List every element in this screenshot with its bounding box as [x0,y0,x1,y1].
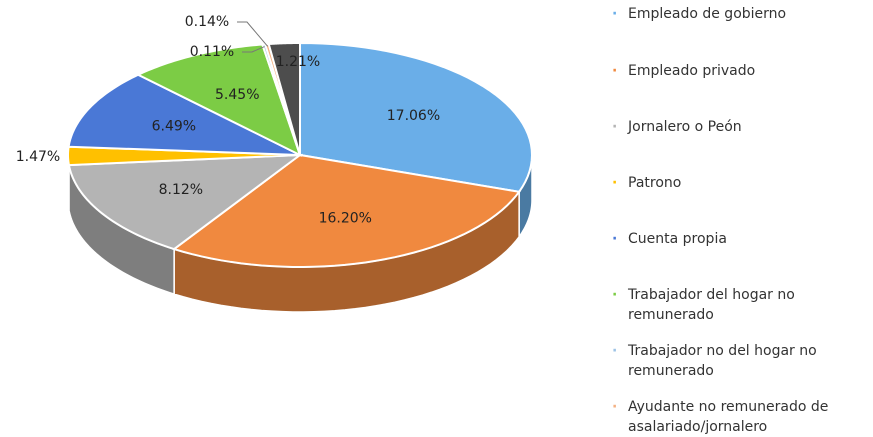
legend-label: Patrono [628,175,682,191]
legend-label: Trabajador del hogar no remunerado [628,287,795,323]
legend-label: Ayudante no remunerado de asalariado/jor… [628,399,829,435]
legend-label: Trabajador no del hogar no remunerado [628,343,817,379]
legend-marker: · [612,63,618,79]
legend-item: · Ayudante no remunerado de asalariado/jo… [612,397,843,437]
legend-marker: · [612,119,618,135]
legend-marker: · [612,399,618,415]
data-label: 1.47% [16,149,60,165]
data-label: 6.49% [152,119,196,135]
legend-label: Empleado de gobierno [628,6,787,22]
legend-item: · Jornalero o Peón [612,117,843,137]
data-label: 5.45% [215,87,259,103]
legend-label: Empleado privado [628,63,756,79]
data-label: 1.21% [276,54,320,70]
pie-area: 17.06% 16.20% 8.12% 1.47% 6.49% 5.45% 0.11% 0.1… [16,14,534,313]
legend-item: · Trabajador del hogar no remunerado [612,285,843,325]
slice [171,153,521,268]
legend-marker: · [612,175,618,191]
slice [267,41,301,156]
slice [135,43,302,157]
legend-marker: · [612,231,618,247]
data-label: 16.20% [319,211,372,227]
slice [67,153,304,251]
leader-line [242,46,265,53]
legend-item: · Patrono [612,173,843,193]
legend-marker: · [612,287,618,303]
data-label: 17.06% [387,108,440,124]
slice [67,73,301,156]
legend-label: Jornalero o Peón [628,119,742,135]
data-label: 8.12% [159,182,203,198]
legend-item: · Cuenta propia [612,229,843,249]
data-label: 0.14% [185,14,229,30]
legend-marker: · [612,6,618,22]
leader-line [237,21,268,47]
legend-label: Cuenta propia [628,231,727,247]
slice [66,145,301,167]
legend-item: · Empleado de gobierno [612,4,843,24]
legend-item: · Empleado privado [612,61,843,81]
slice [299,41,534,193]
data-label: 0.11% [190,44,234,60]
legend-marker: · [612,343,618,359]
legend-item: · Trabajador no del hogar no remunerado [612,341,843,381]
